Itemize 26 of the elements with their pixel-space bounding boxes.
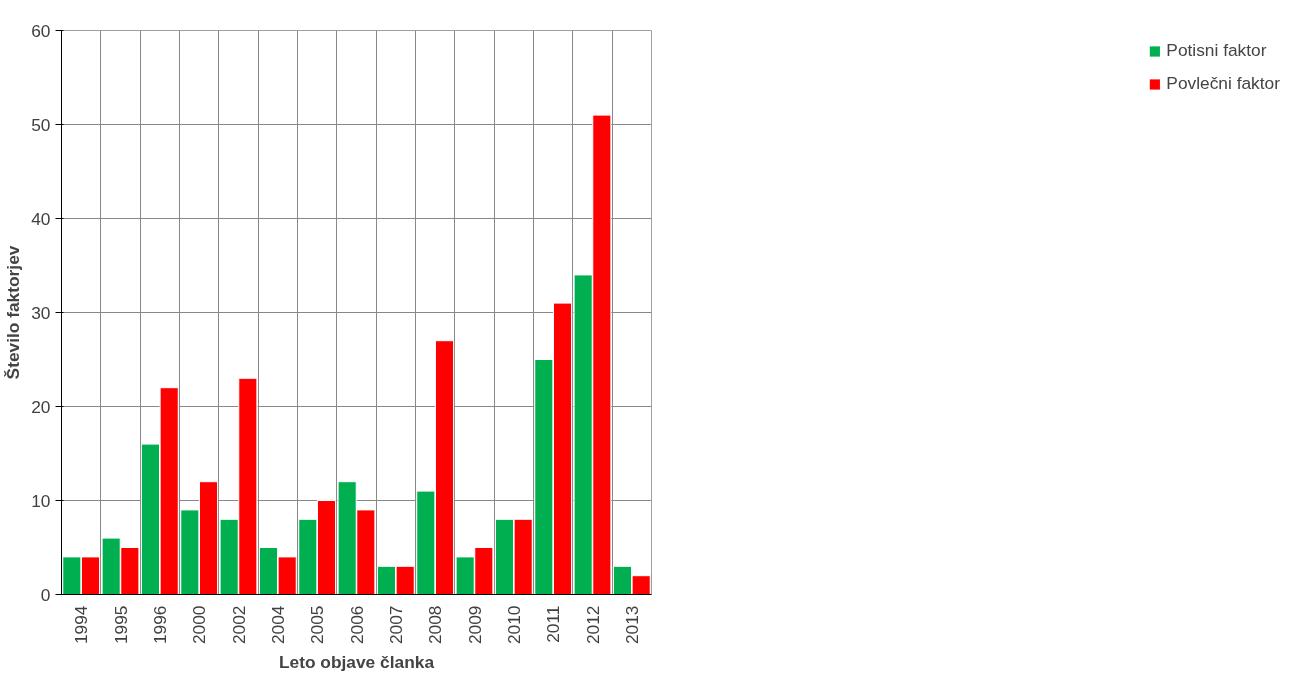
x-tick-label: 2006 — [346, 605, 367, 645]
x-tick-label: 1994 — [71, 605, 92, 645]
x-tick-label: 2007 — [385, 605, 406, 645]
x-tick-label: 2008 — [425, 605, 446, 645]
y-tick-label: 40 — [31, 208, 51, 229]
x-tick-label: 2009 — [464, 605, 485, 645]
y-axis-title: Število faktorjev — [3, 245, 24, 380]
x-tick-label: 2002 — [228, 605, 249, 645]
y-tick-label: 30 — [31, 302, 51, 323]
y-tick-label: 10 — [31, 490, 51, 511]
x-tick-label: 2010 — [503, 605, 524, 645]
legend-label: Povlečni faktor — [1166, 73, 1280, 94]
x-tick-label: 2013 — [621, 605, 642, 645]
x-tick-label: 2011 — [543, 605, 564, 643]
x-tick-label: 1996 — [149, 605, 170, 645]
x-tick-label: 2000 — [189, 605, 210, 645]
x-tick-label: 2004 — [267, 605, 288, 645]
y-tick-label: 0 — [40, 584, 51, 605]
x-tick-label: 1995 — [110, 605, 131, 645]
y-tick-label: 60 — [31, 20, 51, 41]
x-tick-label: 2012 — [582, 605, 603, 645]
legend-label: Potisni faktor — [1166, 40, 1267, 61]
y-tick-label: 20 — [31, 396, 51, 417]
y-tick-label: 50 — [31, 114, 51, 135]
x-tick-label: 2005 — [307, 605, 328, 645]
x-axis-title: Leto objave članka — [278, 652, 435, 673]
